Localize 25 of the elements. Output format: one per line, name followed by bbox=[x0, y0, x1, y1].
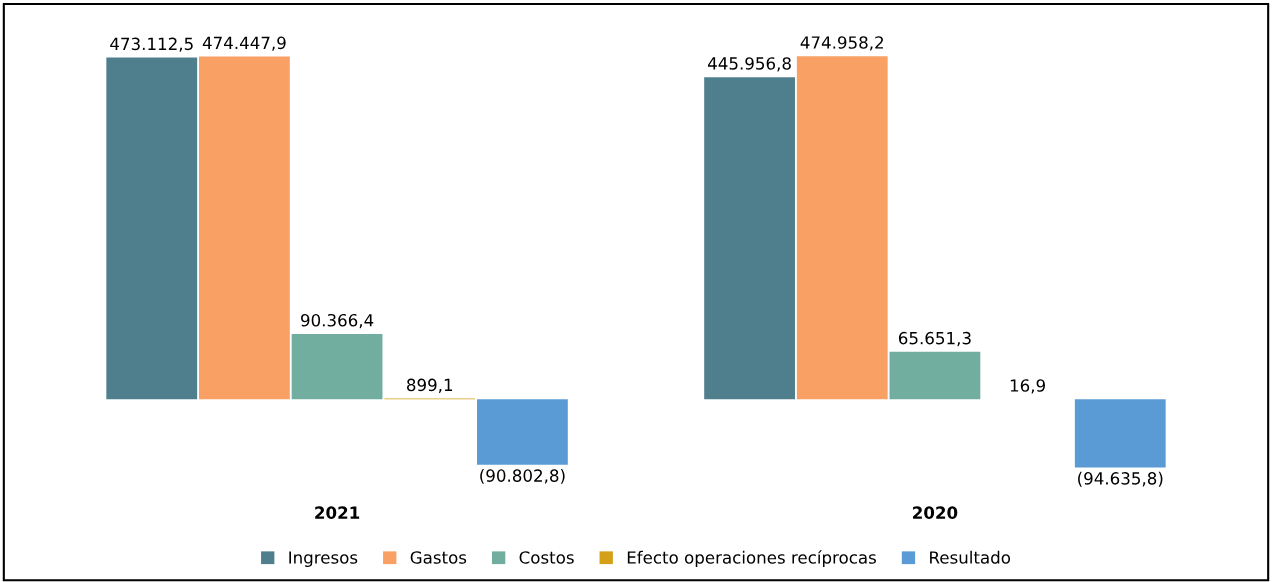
data-label: (94.635,8) bbox=[1078, 471, 1163, 487]
bar bbox=[106, 57, 198, 400]
legend-label: Gastos bbox=[410, 551, 467, 564]
data-label: 65.651,3 bbox=[898, 331, 971, 347]
bar bbox=[889, 351, 981, 400]
data-label: 16,9 bbox=[1010, 379, 1045, 394]
bar bbox=[291, 333, 383, 400]
data-label: (90.802,8) bbox=[480, 469, 565, 484]
data-label: 445.956,8 bbox=[707, 57, 791, 72]
data-label: 473.112,5 bbox=[110, 37, 193, 52]
data-label: 474.958,2 bbox=[800, 36, 883, 51]
x-tick-label: 2020 bbox=[913, 506, 958, 519]
legend-label: Costos bbox=[519, 551, 574, 564]
bar bbox=[796, 56, 888, 400]
data-label: 474.447,9 bbox=[202, 36, 286, 51]
bar bbox=[199, 56, 290, 400]
legend-label: Efecto operaciones recíprocas bbox=[627, 550, 876, 567]
data-label: 90.366,4 bbox=[301, 313, 374, 329]
bar bbox=[704, 77, 795, 400]
x-tick-label: 2021 bbox=[315, 506, 360, 519]
bar bbox=[477, 399, 568, 465]
legend-label: Resultado bbox=[930, 550, 1011, 564]
data-label: 899,1 bbox=[407, 378, 453, 393]
legend-label: Ingresos bbox=[289, 551, 358, 567]
bar bbox=[1074, 399, 1166, 468]
